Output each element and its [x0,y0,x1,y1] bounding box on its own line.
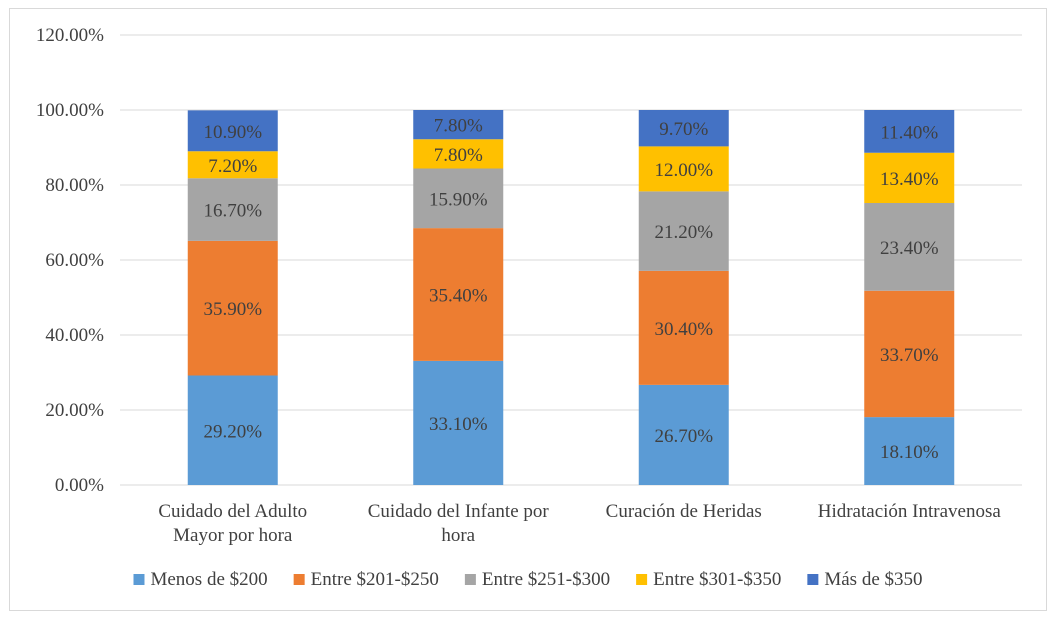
data-label: 7.20% [208,156,257,177]
y-tick-label: 0.00% [55,475,104,496]
data-label: 16.70% [203,201,262,222]
legend-label: Entre $251-$300 [482,569,610,590]
data-label: 7.80% [434,145,483,166]
legend-label: Entre $301-$350 [653,569,781,590]
category-label: Mayor por hora [173,525,293,546]
data-label: 33.70% [880,345,939,366]
bar-segment [413,139,504,169]
legend-swatch [464,574,476,585]
data-label: 15.90% [429,189,488,210]
data-label: 35.40% [429,286,488,307]
y-tick-label: 20.00% [45,400,104,421]
legend-label: Entre $201-$250 [311,569,439,590]
category-label: Hidratación Intravenosa [818,501,1002,522]
data-label: 30.40% [654,319,713,340]
legend-swatch [636,574,648,585]
category-label: Cuidado del Infante por [368,501,550,522]
bar-segment [187,178,278,241]
bar-segment [187,240,278,376]
bar-segment [864,290,955,418]
data-label: 21.20% [654,222,713,243]
data-label: 9.70% [659,119,708,140]
category-label: Cuidado del Adulto [158,501,307,522]
y-tick-label: 100.00% [36,100,104,121]
legend-swatch [133,574,145,585]
y-tick-label: 40.00% [45,325,104,346]
category-label: Curación de Heridas [606,501,762,522]
category-label: hora [441,525,475,546]
legend-swatch [807,574,819,585]
data-label: 10.90% [203,122,262,143]
bar-segment [864,110,955,153]
bar-segment [638,384,729,485]
legend: Menos de $200 Entre $201-$250 Entre $251-$… [133,569,923,590]
bar-segment [187,110,278,152]
bar-segment [638,110,729,147]
bar-segment [187,375,278,485]
bar-segment [638,191,729,271]
bar-segment [864,203,955,291]
bar-segment [864,152,955,203]
data-label: 33.10% [429,414,488,435]
y-tick-label: 80.00% [45,175,104,196]
data-label: 23.40% [880,238,939,259]
data-label: 13.40% [880,169,939,190]
data-label: 11.40% [880,122,938,143]
bar-segment [413,360,504,485]
data-label: 26.70% [654,426,713,447]
data-label: 18.10% [880,442,939,463]
y-tick-label: 60.00% [45,250,104,271]
legend-label: Más de $350 [824,569,922,590]
legend-label: Menos de $200 [150,569,267,590]
y-tick-label: 120.00% [36,25,104,46]
data-label: 35.90% [203,299,262,320]
bar-segment [864,417,955,485]
bar-segment [638,270,729,385]
bar-segment [187,151,278,179]
data-label: 7.80% [434,116,483,137]
bar-segment [413,228,504,361]
data-label: 12.00% [654,160,713,181]
bar-segment [413,110,504,140]
bar-segment [413,168,504,229]
bar-segment [638,146,729,192]
data-label: 29.20% [203,421,262,442]
legend-swatch [293,574,305,585]
